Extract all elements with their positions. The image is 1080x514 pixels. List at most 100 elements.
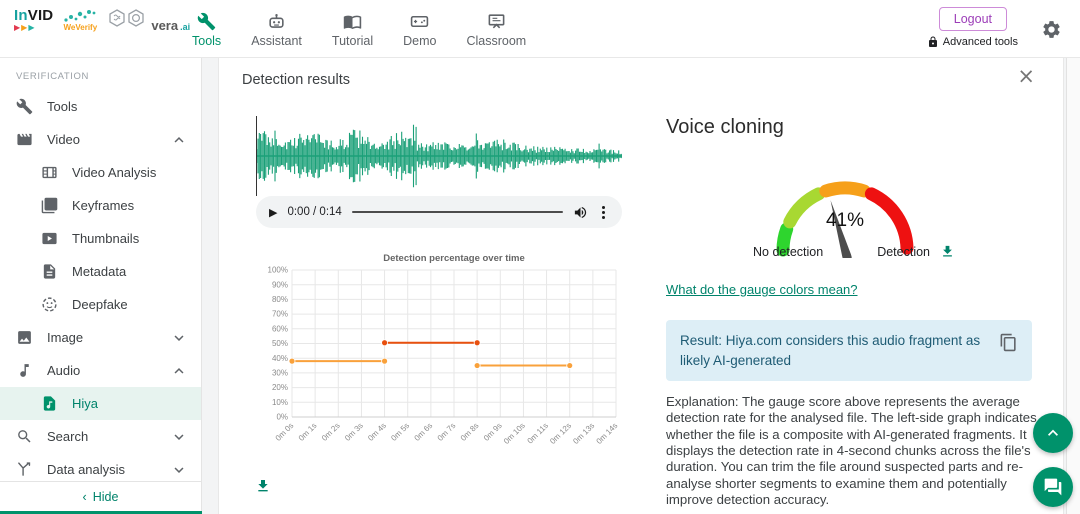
player-progress-bar[interactable] <box>351 211 563 213</box>
copy-icon[interactable] <box>999 333 1018 352</box>
gauge-left-label: No detection <box>753 244 824 259</box>
sidebar-item-label: Video <box>47 132 81 147</box>
nav-tabs: Tools Assistant Tutorial Demo Classroom <box>192 0 526 58</box>
tab-assistant[interactable]: Assistant <box>251 10 302 48</box>
sidebar-item-label: Audio <box>47 363 81 378</box>
volume-icon[interactable] <box>573 205 588 220</box>
play-button[interactable]: ▶ <box>269 205 278 219</box>
chat-button[interactable] <box>1033 467 1073 507</box>
logo-group: InVID ▶▶▶ WeVerify vera .ai <box>14 8 190 32</box>
sidebar-accent-bar <box>0 511 202 514</box>
svg-text:0m 9s: 0m 9s <box>482 421 504 443</box>
sidebar-item-audio[interactable]: Audio <box>0 354 201 387</box>
thumbnails-icon <box>42 232 57 245</box>
svg-text:40%: 40% <box>272 354 288 363</box>
scroll-to-top-button[interactable] <box>1033 413 1073 453</box>
sidebar-item-hiya[interactable]: Hiya <box>0 387 201 420</box>
chart-download-icon[interactable] <box>255 478 271 494</box>
tab-classroom[interactable]: Classroom <box>466 10 526 48</box>
gauge-colors-link[interactable]: What do the gauge colors mean? <box>666 282 858 297</box>
svg-text:41%: 41% <box>826 210 864 231</box>
sidebar-item-label: Image <box>47 330 84 345</box>
video-analysis-icon <box>42 166 57 179</box>
book-icon <box>343 15 362 30</box>
sidebar-item-image[interactable]: Image <box>0 321 201 354</box>
result-box: Result: Hiya.com considers this audio fr… <box>666 320 1032 382</box>
tab-tutorial[interactable]: Tutorial <box>332 10 373 48</box>
lock-icon <box>928 36 937 47</box>
chevron-up-icon <box>1048 429 1058 436</box>
sidebar-item-video-analysis[interactable]: Video Analysis <box>0 156 201 189</box>
sidebar-item-data-analysis[interactable]: Data analysis <box>0 453 201 486</box>
svg-text:0m 8s: 0m 8s <box>459 421 481 443</box>
tab-label: Assistant <box>251 34 302 48</box>
deepfake-icon <box>42 297 57 312</box>
chevron-up-icon <box>174 367 184 374</box>
veraai-logo: vera .ai <box>107 8 190 32</box>
audio-waveform[interactable] <box>256 116 622 196</box>
close-icon[interactable]: × <box>1017 64 1035 88</box>
svg-text:0m 7s: 0m 7s <box>436 421 458 443</box>
chart-svg: 0%10%20%30%40%50%60%70%80%90%100%0m 0s 0m… <box>268 253 620 446</box>
gauge-right-label: Detection <box>877 244 930 259</box>
svg-text:0m 12s: 0m 12s <box>548 421 573 446</box>
logout-button[interactable]: Logout <box>938 7 1007 31</box>
weverify-logo: WeVerify <box>63 9 97 32</box>
invid-logo: InVID ▶▶▶ <box>14 8 53 32</box>
movie-icon <box>17 133 32 146</box>
svg-text:50%: 50% <box>272 339 288 348</box>
chevron-down-icon <box>174 334 184 341</box>
robot-icon <box>269 13 284 28</box>
scrollbar-track[interactable] <box>1066 58 1080 514</box>
sidebar-item-deepfake[interactable]: Deepfake <box>0 288 201 321</box>
weverify-dots-icon <box>64 9 96 22</box>
chevron-left-icon: ‹ <box>82 489 87 504</box>
svg-text:0m 11s: 0m 11s <box>525 421 549 445</box>
svg-text:30%: 30% <box>272 369 288 378</box>
gauge-labels: No detection Detection <box>753 244 955 259</box>
sidebar-item-thumbnails[interactable]: Thumbnails <box>0 222 201 255</box>
sidebar-item-keyframes[interactable]: Keyframes <box>0 189 201 222</box>
music-note-icon <box>20 364 29 377</box>
sidebar-item-label: Search <box>47 429 89 444</box>
advanced-tools[interactable]: Advanced tools <box>927 36 1018 48</box>
panel-title: Detection results <box>242 72 350 88</box>
document-icon <box>43 264 56 279</box>
audio-file-icon <box>43 396 56 411</box>
sidebar-item-metadata[interactable]: Metadata <box>0 255 201 288</box>
image-icon <box>18 331 31 344</box>
player-menu-icon[interactable] <box>598 204 609 221</box>
svg-text:90%: 90% <box>272 280 288 289</box>
sidebar-item-search[interactable]: Search <box>0 420 201 453</box>
chevron-up-icon <box>174 136 184 143</box>
sidebar-item-label: Thumbnails <box>72 231 140 246</box>
audio-player: ▶ 0:00 / 0:14 <box>256 196 622 228</box>
tab-tools[interactable]: Tools <box>192 10 221 48</box>
sidebar-item-tools[interactable]: Tools <box>0 90 201 123</box>
chevron-down-icon <box>174 433 184 440</box>
svg-text:100%: 100% <box>268 266 288 275</box>
sidebar-item-video[interactable]: Video <box>0 123 201 156</box>
hide-label: Hide <box>92 489 119 504</box>
invid-logo-triangles: ▶▶▶ <box>14 23 36 32</box>
wrench-icon <box>16 98 33 115</box>
gauge-download-icon[interactable] <box>940 244 955 259</box>
sidebar-item-label: Tools <box>47 99 78 114</box>
sidebar-item-label: Hiya <box>72 396 99 411</box>
result-text: Result: Hiya.com considers this audio fr… <box>680 333 981 368</box>
svg-text:0m 13s: 0m 13s <box>571 421 596 446</box>
sidebar: VERIFICATION Tools Video Video Analysis … <box>0 58 202 514</box>
detection-results-panel: Detection results × ▶ 0:00 / 0:14 0% 10% 2… <box>218 58 1064 514</box>
advanced-tools-label: Advanced tools <box>942 36 1018 48</box>
tab-label: Tools <box>192 34 222 48</box>
gauge-svg: 41% <box>776 181 914 258</box>
tab-demo[interactable]: Demo <box>403 10 436 48</box>
svg-text:0m 1s: 0m 1s <box>297 421 319 443</box>
sidebar-section-label: VERIFICATION <box>16 71 89 82</box>
sidebar-hide-button[interactable]: ‹ Hide <box>0 481 201 511</box>
sidebar-item-label: Deepfake <box>72 297 128 312</box>
gear-icon[interactable] <box>1041 19 1062 40</box>
waveform-svg <box>256 124 622 188</box>
detection-gauge: 41% <box>758 160 933 258</box>
svg-text:0m 6s: 0m 6s <box>412 421 434 443</box>
